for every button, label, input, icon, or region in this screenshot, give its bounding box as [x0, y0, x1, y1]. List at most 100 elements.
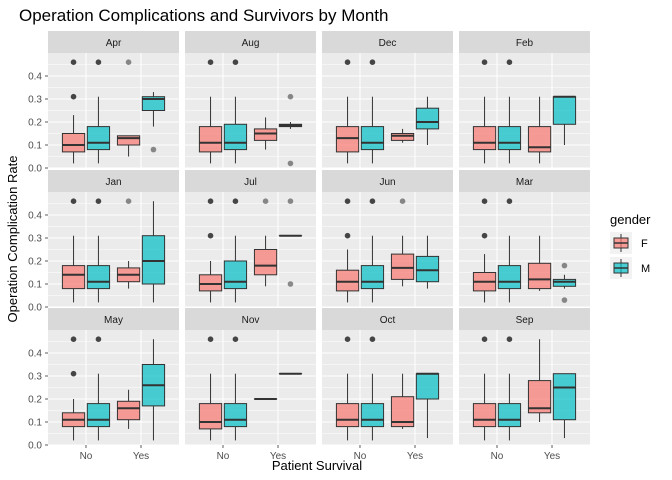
facet-panel-apr: Apr 0.0 0.1 0.2 0.3 0.4: [28, 31, 179, 175]
x-tick-label: No: [80, 451, 93, 462]
facet-strip: [185, 31, 316, 53]
y-tick-label: 0.0: [28, 441, 42, 452]
facet-strip: [185, 170, 316, 192]
box-no-f: [198, 59, 223, 164]
box-body: [390, 253, 415, 280]
outlier-point: [481, 336, 488, 343]
box-yes-f: [253, 117, 278, 150]
y-tick-label: 0.1: [28, 280, 42, 291]
facet-panel-jul: Jul: [185, 170, 316, 308]
box-body: [360, 403, 385, 428]
outlier-point: [207, 198, 214, 204]
box-body: [527, 126, 552, 153]
box-yes-f: [527, 96, 552, 164]
facet-label: Dec: [379, 38, 397, 49]
box-yes-m: [141, 92, 166, 153]
box-body: [253, 128, 278, 141]
box-body: [497, 265, 522, 290]
box-yes-f: [527, 235, 552, 291]
outlier-point: [287, 198, 294, 204]
box-body: [141, 96, 166, 111]
chart-title: Operation Complications and Survivors by…: [19, 6, 388, 25]
outlier-point: [369, 336, 376, 343]
box-body: [415, 373, 440, 400]
box-no-m: [497, 336, 522, 441]
box-body: [223, 403, 248, 428]
box-body: [497, 126, 522, 151]
outlier-point: [70, 336, 77, 343]
outlier-point: [506, 198, 513, 204]
outlier-point: [150, 146, 157, 153]
box-body: [86, 403, 111, 428]
facet-label: Aug: [242, 38, 260, 49]
box-yes-m: [278, 198, 303, 287]
box-body: [198, 126, 223, 153]
x-axis-title: Patient Survival: [272, 458, 362, 473]
legend-title: gender: [610, 212, 651, 227]
box-no-m: [86, 336, 111, 441]
facet-strip: [459, 308, 590, 330]
outlier-point: [369, 198, 376, 204]
box-body: [61, 133, 86, 153]
box-body: [141, 235, 166, 285]
box-yes-f: [390, 198, 415, 287]
y-tick-label: 0.2: [28, 257, 42, 268]
facet-strip: [185, 308, 316, 330]
box-yes-m: [552, 95, 577, 145]
box-body: [360, 126, 385, 151]
outlier-point: [262, 198, 269, 204]
box-yes-m: [415, 96, 440, 145]
y-tick-label: 0.3: [28, 234, 42, 245]
box-no-f: [335, 59, 360, 164]
box-no-m: [497, 59, 522, 164]
facet-strip: [48, 170, 179, 192]
facet-panels: Apr 0.0 0.1 0.2 0.3 0.4 Aug Dec Feb Jan 0.0 0.1 0.2 0…: [28, 31, 590, 462]
box-body: [86, 265, 111, 290]
box-body: [335, 269, 360, 292]
box-body: [390, 396, 415, 428]
legend-label: M: [641, 263, 650, 275]
y-tick-label: 0.0: [28, 303, 42, 314]
y-tick-label: 0.1: [28, 141, 42, 152]
y-tick-label: 0.2: [28, 118, 42, 129]
box-yes-m: [278, 93, 303, 167]
box-body: [552, 373, 577, 421]
facet-label: Sep: [516, 315, 534, 326]
outlier-point: [232, 336, 239, 343]
box-body: [527, 262, 552, 290]
y-tick-label: 0.4: [28, 211, 42, 222]
box-no-f: [335, 198, 360, 303]
facet-label: May: [104, 315, 123, 326]
outlier-point: [481, 232, 488, 239]
x-tick-label: Yes: [133, 451, 149, 462]
box-yes-m: [415, 235, 440, 289]
facet-label: Jun: [379, 177, 395, 188]
facet-label: Feb: [516, 38, 534, 49]
outlier-point: [207, 336, 214, 343]
facet-strip: [48, 31, 179, 53]
box-no-m: [223, 198, 248, 303]
box-no-m: [86, 59, 111, 164]
box-yes-f: [253, 198, 278, 287]
x-tick-label: Yes: [544, 451, 560, 462]
outlier-point: [125, 59, 132, 65]
y-tick-label: 0.0: [28, 164, 42, 175]
box-yes-m: [552, 262, 577, 303]
outlier-point: [70, 198, 77, 204]
box-no-f: [61, 59, 86, 164]
box-yes-f: [527, 339, 552, 422]
facet-label: Mar: [516, 177, 534, 188]
outlier-point: [207, 59, 214, 65]
facet-strip: [322, 308, 453, 330]
outlier-point: [207, 232, 214, 239]
box-body: [116, 400, 141, 421]
box-no-f: [472, 336, 497, 441]
box-yes-f: [116, 59, 141, 157]
box-yes-f: [390, 128, 415, 143]
outlier-point: [95, 336, 102, 343]
outlier-point: [70, 370, 77, 377]
box-no-m: [360, 336, 385, 441]
outlier-point: [95, 59, 102, 65]
box-no-m: [360, 198, 385, 303]
y-tick-label: 0.2: [28, 395, 42, 406]
